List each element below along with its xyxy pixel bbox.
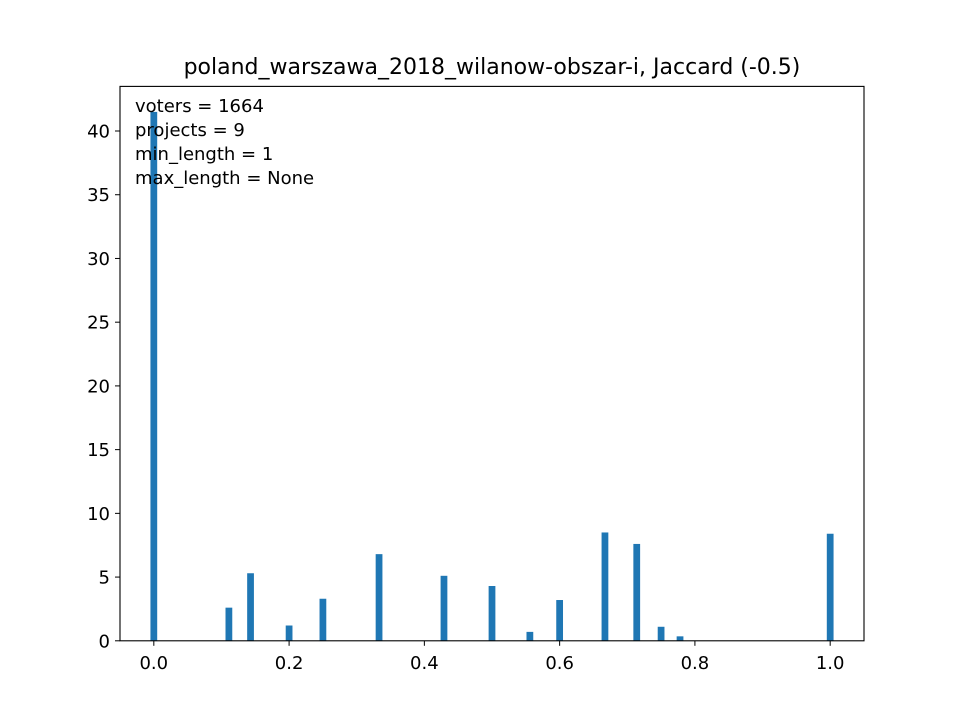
annotation-line: max_length = None	[135, 168, 314, 189]
y-tick-label: 15	[87, 440, 110, 461]
x-tick-label: 0.8	[681, 653, 710, 674]
x-tick-label: 0.2	[275, 653, 304, 674]
histogram-bar	[225, 607, 233, 641]
y-tick-label: 40	[87, 122, 110, 143]
histogram-bar	[488, 586, 496, 641]
plot-frame	[119, 85, 865, 642]
y-tick-label: 10	[87, 504, 110, 525]
y-axis: 0 5 10 15 20 25 30 35 40	[87, 122, 120, 652]
histogram-bar	[375, 554, 383, 641]
y-tick-label: 30	[87, 249, 110, 270]
histogram-bar	[247, 573, 254, 641]
histogram-bar	[826, 533, 834, 641]
histogram-bar	[556, 600, 564, 641]
stats-annotation: voters = 1664 projects = 9 min_length = 1 m…	[135, 96, 314, 189]
annotation-line: min_length = 1	[135, 144, 273, 165]
y-tick-label: 0	[99, 631, 110, 652]
histogram-bar	[601, 532, 609, 641]
x-tick-label: 1.0	[816, 653, 845, 674]
histogram-bar	[633, 543, 641, 641]
histogram-bar	[150, 111, 158, 641]
annotation-line: projects = 9	[135, 120, 245, 141]
chart-title: poland_warszawa_2018_wilanow-obszar-i, J…	[184, 55, 801, 80]
histogram-bar	[657, 626, 665, 641]
annotation-line: voters = 1664	[135, 96, 264, 117]
x-tick-label: 0.0	[139, 653, 168, 674]
bars-group	[150, 111, 834, 641]
x-tick-label: 0.6	[545, 653, 574, 674]
x-tick-label: 0.4	[410, 653, 439, 674]
histogram-bar	[285, 625, 293, 641]
y-tick-label: 25	[87, 313, 110, 334]
histogram-bar	[526, 631, 534, 641]
y-tick-label: 35	[87, 185, 110, 206]
histogram-bar	[440, 575, 448, 641]
y-tick-label: 20	[87, 376, 110, 397]
y-tick-label: 5	[99, 568, 110, 589]
histogram-bar	[676, 636, 684, 641]
x-axis: 0.0 0.2 0.4 0.6 0.8 1.0	[139, 640, 845, 674]
histogram-bar	[319, 598, 327, 641]
